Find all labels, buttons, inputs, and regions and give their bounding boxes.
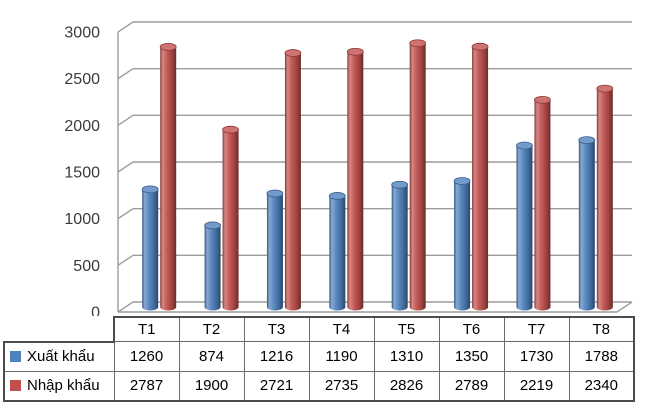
value-cell: 2340 <box>568 370 635 402</box>
value-cell: 2735 <box>308 370 375 402</box>
legend-cell: Nhập khẩu <box>3 370 115 402</box>
chart-canvas[interactable]: 0 500 1000 1500 2000 2500 3000 <box>0 0 663 316</box>
category-header-cell: T1 <box>113 316 180 342</box>
value-cell: 1788 <box>568 341 635 372</box>
cylinder-bar[interactable] <box>159 42 177 311</box>
category-header-cell: T5 <box>373 316 440 342</box>
axis-tick-connector <box>117 301 134 313</box>
category-header-cell: T4 <box>308 316 375 342</box>
category-header-cell: T6 <box>438 316 505 342</box>
axis-tick-connector <box>117 68 134 80</box>
axis-tick-connector <box>117 254 134 266</box>
floor-right-edge <box>616 301 633 313</box>
table-series-row: Xuất khẩu 1260 874 1216 1190 1310 1350 1730 1788 <box>3 341 635 372</box>
cylinder-bar[interactable] <box>516 141 533 311</box>
table-header-row: T1 T2 T3 T4 T5 T6 T7 T8 <box>4 316 635 343</box>
axis-tick-connector <box>117 114 134 126</box>
legend-label: Nhập khẩu <box>27 377 100 394</box>
cylinder-bar[interactable] <box>391 180 409 311</box>
value-cell: 2826 <box>373 370 440 402</box>
axis-tick-connector <box>117 21 134 33</box>
legend-swatch <box>10 351 21 362</box>
value-cell: 1260 <box>113 341 180 372</box>
value-cell: 2219 <box>503 370 570 402</box>
cylinder-bar[interactable] <box>328 192 346 311</box>
cylinder-bar[interactable] <box>266 189 284 311</box>
value-cell: 1310 <box>373 341 440 372</box>
y-axis-label: 2500 <box>64 71 100 88</box>
y-axis-label: 1000 <box>64 211 100 228</box>
value-cell: 1190 <box>308 341 375 372</box>
value-cell: 1350 <box>438 341 505 372</box>
legend-cell: Xuất khẩu <box>3 341 115 372</box>
cylinder-bar[interactable] <box>141 185 159 311</box>
value-cell: 2721 <box>243 370 310 402</box>
legend-swatch <box>10 380 21 391</box>
cylinder-bar[interactable] <box>596 84 614 311</box>
cylinder-bar[interactable] <box>284 49 302 311</box>
y-axis-label: 3000 <box>64 25 100 42</box>
y-axis-label: 500 <box>73 258 100 275</box>
chart-data-table: T1 T2 T3 T4 T5 T6 T7 T8 Xuất khẩu 1260 874 1216 1190… <box>3 316 635 402</box>
y-axis-label: 1500 <box>64 165 100 182</box>
y-axis-label: 0 <box>91 305 100 317</box>
category-header-cell: T2 <box>178 316 245 342</box>
value-cell: 2787 <box>113 370 180 402</box>
value-cell: 1900 <box>178 370 245 402</box>
cylinder-bar[interactable] <box>222 125 239 311</box>
axis-tick-connector <box>117 161 134 173</box>
cylinder-bar[interactable] <box>578 136 596 311</box>
category-header-cell: T7 <box>503 316 570 342</box>
value-cell: 2789 <box>438 370 505 402</box>
table-series-row: Nhập khẩu 2787 1900 2721 2735 2826 2789 2219 234… <box>3 370 635 402</box>
value-cell: 1216 <box>243 341 310 372</box>
category-header-cell: T3 <box>243 316 310 342</box>
category-header-cell: T8 <box>568 316 635 342</box>
value-cell: 1730 <box>503 341 570 372</box>
ghost-cell <box>4 317 115 343</box>
cylinder-bar[interactable] <box>453 177 471 311</box>
cylinder-bar[interactable] <box>204 221 221 311</box>
legend-label: Xuất khẩu <box>27 348 95 365</box>
axis-tick-connector <box>117 208 134 220</box>
cylinder-bar[interactable] <box>534 95 551 311</box>
cylinder-bar[interactable] <box>409 39 427 311</box>
cylinder-bar[interactable] <box>346 47 364 311</box>
y-axis-label: 2000 <box>64 118 100 135</box>
value-cell: 874 <box>178 341 245 372</box>
cylinder-bar[interactable] <box>471 42 489 311</box>
